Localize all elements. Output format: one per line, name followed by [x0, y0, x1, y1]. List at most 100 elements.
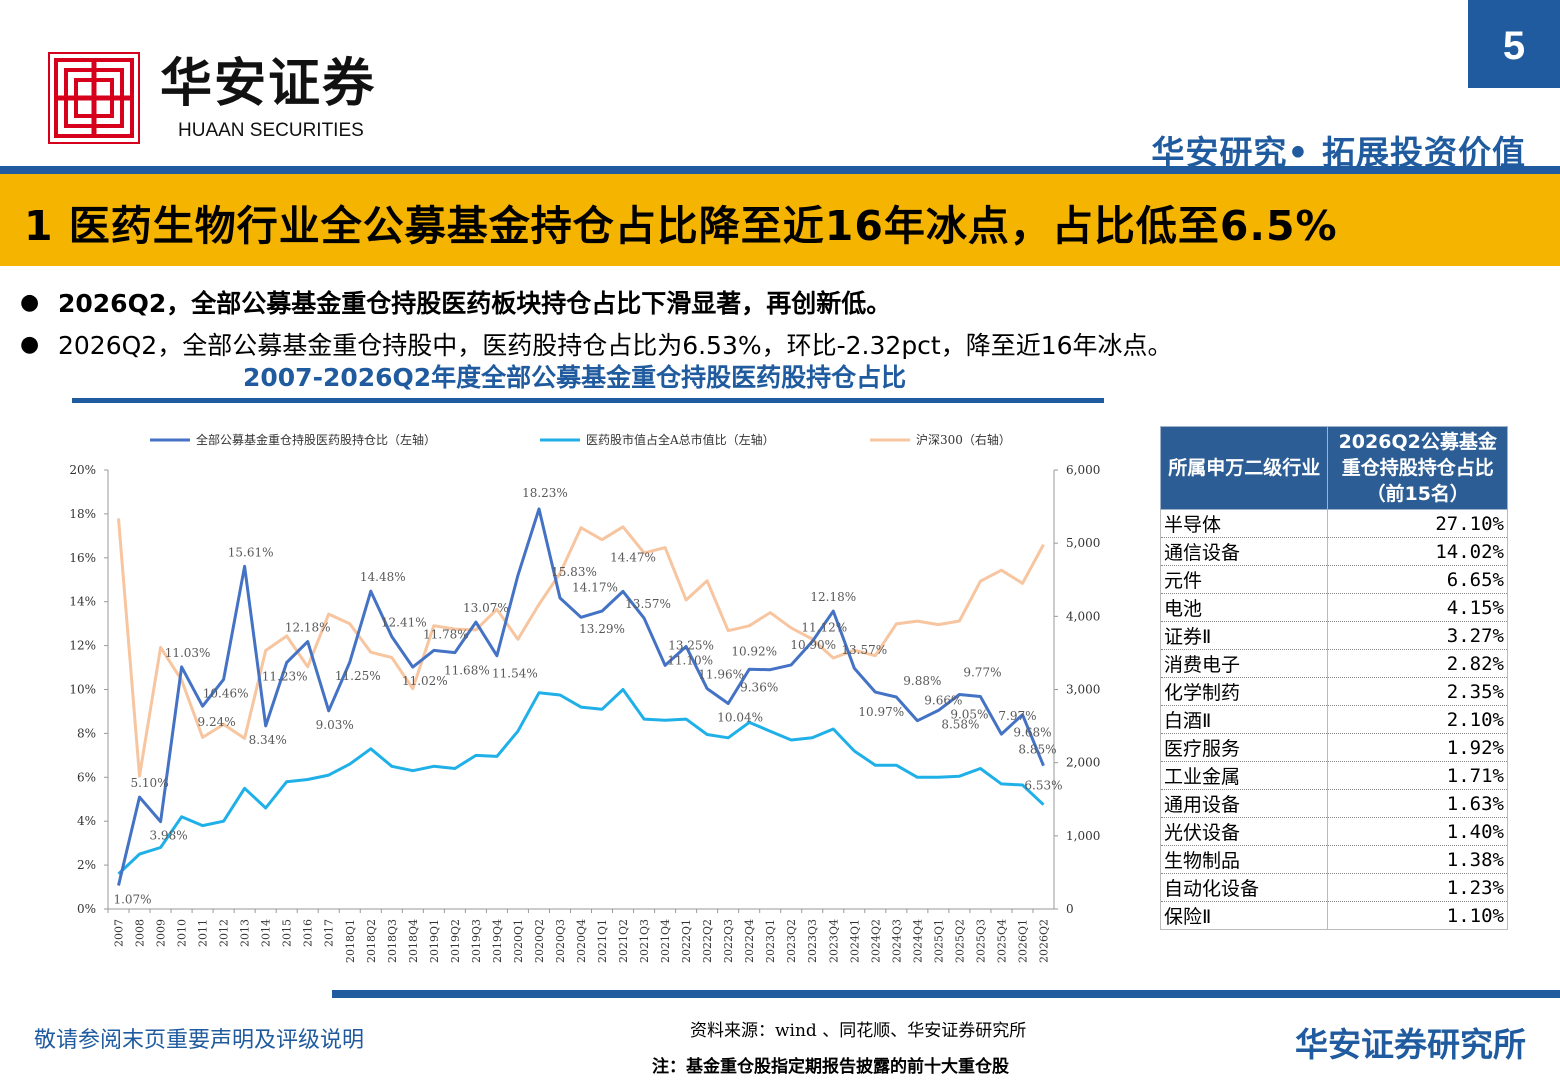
data-label: 10.90%	[790, 638, 836, 652]
legend-label: 沪深300（右轴）	[916, 432, 1011, 447]
line-chart: 0% 2% 4% 6% 8% 10% 12% 14% 16% 18% 20% 0 1,000 2,000 3…	[69, 432, 1100, 963]
data-label: 13.57%	[625, 597, 671, 611]
data-label: 9.77%	[963, 666, 1001, 680]
table-row: 消费电子 2.82%	[1159, 649, 1508, 678]
x-axis-tick-label: 2018Q3	[386, 919, 399, 963]
footer-divider	[332, 990, 1560, 998]
industry-name: 自动化设备	[1159, 873, 1329, 902]
industry-name: 生物制品	[1159, 845, 1329, 874]
left-axis-tick-label: 6%	[77, 770, 96, 784]
data-label: 12.41%	[381, 616, 427, 630]
table-row: 半导体 27.10%	[1159, 509, 1508, 538]
industry-share: 2.82%	[1327, 649, 1508, 678]
data-label: 13.07%	[463, 601, 509, 615]
left-axis-tick-label: 20%	[69, 463, 96, 477]
logo-icon	[54, 58, 134, 138]
source-text: 资料来源：wind 、同花顺、华安证券研究所	[690, 1021, 1027, 1041]
data-label: 11.96%	[698, 668, 744, 682]
industry-share: 14.02%	[1327, 537, 1508, 566]
data-label: 12.18%	[285, 621, 331, 635]
data-label: 3.98%	[149, 829, 187, 843]
industry-name: 工业金属	[1159, 761, 1329, 790]
page-number: 5	[1468, 0, 1560, 88]
industry-share: 1.23%	[1327, 873, 1508, 902]
x-axis-tick-label: 2021Q2	[617, 919, 630, 963]
x-axis-tick-label: 2014	[260, 919, 273, 947]
bullet-text: 2026Q2，全部公募基金重仓持股中，医药股持仓占比为6.53%，环比-2.32…	[58, 331, 1173, 360]
table-row: 证券Ⅱ 3.27%	[1159, 621, 1508, 650]
legend-label: 医药股市值占全A总市值比（左轴）	[586, 432, 775, 447]
bullet-item: ● 2026Q2，全部公募基金重仓持股中，医药股持仓占比为6.53%，环比-2.…	[20, 326, 1173, 362]
data-label: 11.23%	[262, 670, 308, 684]
x-axis-tick-label: 2021Q1	[596, 919, 609, 963]
x-axis-tick-label: 2022Q4	[743, 919, 756, 963]
data-label: 9.68%	[1013, 726, 1051, 740]
table-row: 化学制药 2.35%	[1159, 677, 1508, 706]
bullet-text: 2026Q2，全部公募基金重仓持股医药板块持仓占比下滑显著，再创新低。	[58, 289, 892, 318]
left-axis-tick-label: 0%	[77, 902, 96, 916]
page-title: 1 医药生物行业全公募基金持仓占比降至近16年冰点，占比低至6.5%	[24, 202, 1338, 250]
left-axis-tick-label: 4%	[77, 814, 96, 828]
x-axis-tick-label: 2023Q3	[806, 919, 819, 963]
x-axis-tick-label: 2024Q3	[890, 919, 903, 963]
industry-name: 白酒Ⅱ	[1159, 705, 1329, 734]
x-axis-tick-label: 2019Q2	[449, 919, 462, 963]
data-label: 1.07%	[113, 893, 151, 907]
x-axis-tick-label: 2018Q1	[344, 919, 357, 963]
bullet-dot-icon: ●	[20, 289, 40, 315]
data-label: 14.17%	[572, 580, 618, 594]
industry-share: 2.10%	[1327, 705, 1508, 734]
industry-share: 1.40%	[1327, 817, 1508, 846]
right-axis-tick-label: 3,000	[1066, 683, 1100, 697]
data-label: 7.97%	[998, 709, 1036, 723]
right-axis-tick-label: 4,000	[1066, 609, 1100, 623]
data-label: 18.23%	[522, 486, 568, 500]
left-axis-tick-label: 8%	[77, 726, 96, 740]
left-axis-tick-label: 10%	[69, 683, 96, 697]
bullet-dot-icon: ●	[20, 331, 40, 357]
industry-name: 元件	[1159, 565, 1329, 594]
x-axis-tick-label: 2015	[281, 919, 294, 947]
x-axis-tick-label: 2020Q3	[554, 919, 567, 963]
data-label: 13.25%	[668, 638, 714, 652]
data-label: 12.18%	[810, 590, 856, 604]
right-axis-tick-label: 0	[1066, 902, 1074, 916]
x-axis-tick-label: 2011	[197, 919, 210, 947]
table-row: 生物制品 1.38%	[1159, 845, 1508, 874]
x-axis-tick-label: 2025Q2	[953, 919, 966, 963]
data-label: 9.36%	[740, 680, 778, 694]
table-row: 通信设备 14.02%	[1159, 537, 1508, 566]
industry-share: 3.27%	[1327, 621, 1508, 650]
x-axis-tick-label: 2023Q1	[764, 919, 777, 963]
table-row: 元件 6.65%	[1159, 565, 1508, 594]
left-axis-tick-label: 18%	[69, 507, 96, 521]
data-label: 10.46%	[203, 686, 249, 700]
data-label: 11.68%	[444, 664, 490, 678]
table-header-industry: 所属申万二级行业	[1159, 426, 1329, 510]
disclaimer-text: 敬请参阅末页重要声明及评级说明	[34, 1028, 365, 1053]
right-axis-tick-label: 2,000	[1066, 756, 1100, 770]
data-label: 10.92%	[731, 645, 777, 659]
table-row: 电池 4.15%	[1159, 593, 1508, 622]
industry-name: 保险Ⅱ	[1159, 901, 1329, 930]
x-axis-tick-label: 2009	[155, 919, 168, 947]
data-label: 9.03%	[316, 718, 354, 732]
data-label: 15.61%	[228, 545, 274, 559]
x-axis-tick-label: 2023Q4	[827, 919, 840, 963]
footer-brand: 华安证券研究所	[1295, 1025, 1526, 1064]
industry-name: 化学制药	[1159, 677, 1329, 706]
logo-text-cn: 华安证券	[160, 53, 377, 114]
table-row: 白酒Ⅱ 2.10%	[1159, 705, 1508, 734]
x-axis-tick-label: 2008	[134, 919, 147, 947]
data-label: 9.66%	[924, 694, 962, 708]
table-row: 自动化设备 1.23%	[1159, 873, 1508, 902]
industry-share: 6.65%	[1327, 565, 1508, 594]
data-label: 13.29%	[579, 622, 625, 636]
data-label: 5.10%	[130, 776, 168, 790]
x-axis-tick-label: 2021Q3	[638, 919, 651, 963]
series-fund-holding-line	[117, 507, 1045, 886]
x-axis-tick-label: 2025Q1	[932, 919, 945, 963]
industry-share: 1.63%	[1327, 789, 1508, 818]
x-axis-tick-label: 2013	[239, 919, 252, 947]
industry-share: 1.10%	[1327, 901, 1508, 930]
